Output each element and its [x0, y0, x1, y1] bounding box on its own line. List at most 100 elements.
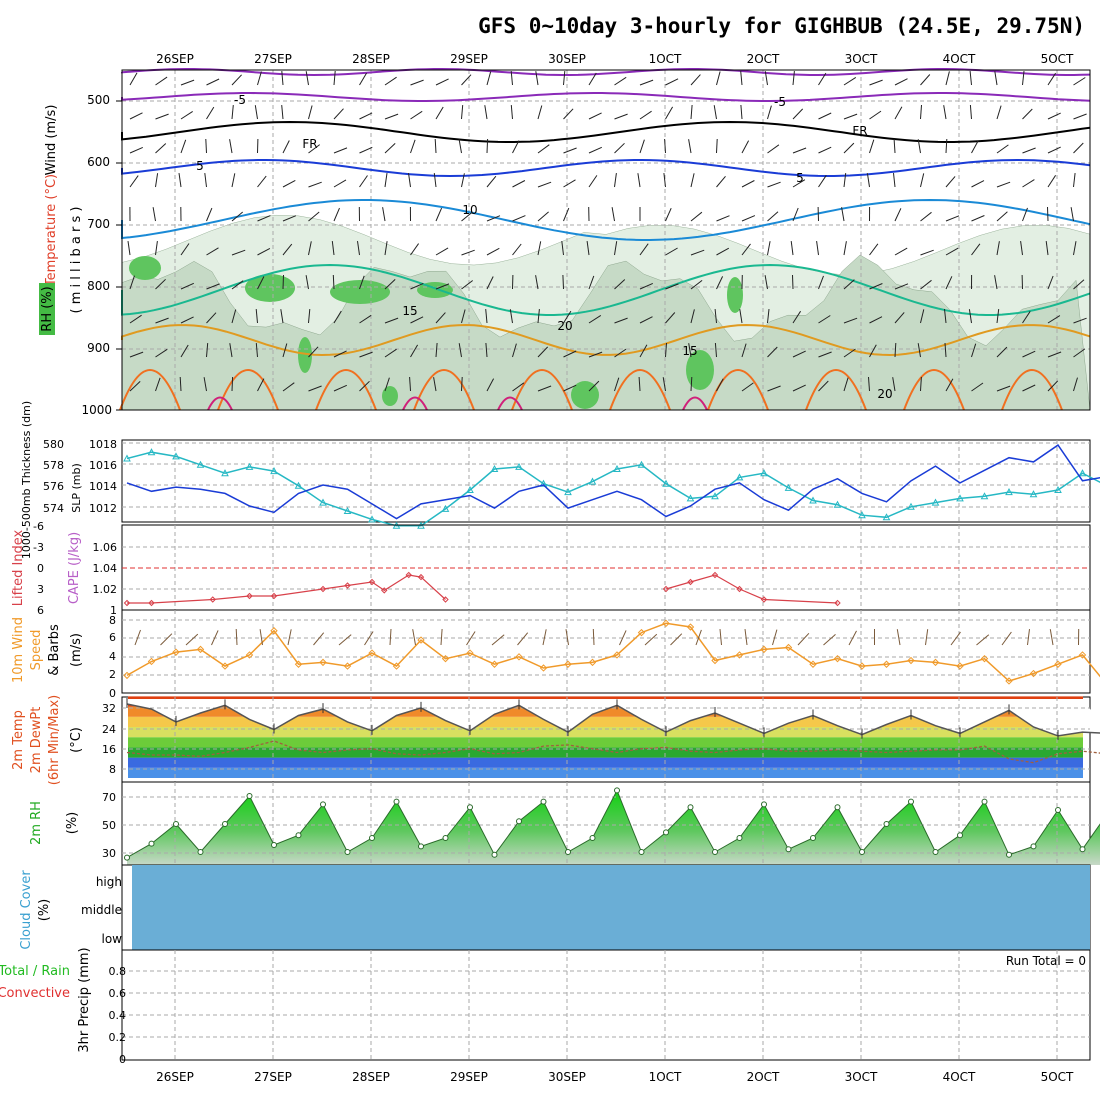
wind-barb-upper: [155, 241, 158, 256]
wind-barb-upper: [206, 78, 220, 86]
wind-barb-upper: [485, 342, 488, 358]
wind-barb-10m: [848, 630, 857, 646]
wind-barb-upper: [1022, 384, 1036, 392]
wind-barb-upper: [231, 105, 234, 120]
wind-barb-upper: [1073, 113, 1087, 120]
cloud-unit: (%): [37, 899, 52, 922]
wind-ylabel-1: 10m Wind: [11, 617, 26, 683]
wind-barb-upper: [841, 207, 845, 222]
wind-barb-upper: [614, 173, 617, 188]
wind-barb-upper: [282, 243, 293, 256]
wind-barb-upper: [333, 147, 348, 154]
rh-point: [932, 849, 939, 855]
wind-barb-upper: [639, 243, 649, 256]
li-tick-m3: -3: [33, 541, 44, 554]
thickness-point: [221, 469, 229, 477]
li-tick-0: 0: [37, 562, 44, 575]
wind-barb-upper: [282, 382, 295, 392]
thickness-point: [539, 479, 548, 487]
p-tick-700: 700: [87, 217, 110, 231]
wind-barb-upper: [563, 384, 577, 392]
wind-barb-upper: [767, 144, 780, 154]
wind-barb-upper: [971, 243, 981, 256]
wind-speed-point: [147, 657, 156, 666]
wind-barb-upper: [308, 309, 311, 324]
lifted-index-point: [417, 573, 425, 581]
wind-barb-10m: [823, 634, 836, 646]
wind-barb-upper: [435, 342, 438, 358]
wind-barb-upper: [206, 343, 209, 358]
wind-barb-upper: [384, 173, 388, 188]
wind-barb-upper: [512, 215, 526, 222]
wind-barb-upper: [893, 138, 896, 154]
precip-tick-02: 0.2: [109, 1031, 127, 1044]
cape-li-panel: -6 -3 0 3 6 1.06 1.04 1.02 1 Lifted Inde…: [11, 520, 1091, 617]
rh-point: [565, 849, 571, 855]
lifted-index-point: [123, 599, 131, 607]
wind-speed-point: [882, 660, 891, 668]
wind-barb-upper: [537, 211, 549, 222]
wind-barb-upper: [155, 377, 161, 392]
temp-ylabel-3: (6hr Min/Max): [47, 695, 62, 785]
wind-barb-upper: [205, 138, 207, 154]
wind-barb-upper: [869, 110, 882, 120]
wind-barb-upper: [384, 76, 397, 86]
upper-ylabel-pressure: ( m i l l i b a r s ): [69, 207, 84, 314]
wind-barb-upper: [792, 274, 794, 290]
wind-barb-upper: [917, 343, 921, 358]
wind-barb-upper: [382, 207, 386, 222]
wind-barb-upper: [308, 144, 321, 154]
wind-barb-upper: [537, 346, 549, 358]
wind-barb-upper: [180, 139, 187, 154]
rh-panel: 70 50 30 2m RH (%): [29, 781, 1100, 866]
wind-speed-point: [662, 619, 670, 628]
wind-barb-upper: [869, 139, 875, 154]
contour-label-7: 15: [402, 304, 417, 318]
wind-barb-upper: [843, 173, 847, 188]
wind-barb-upper: [129, 112, 143, 120]
rh-tick-50: 50: [102, 819, 116, 832]
wind-barb-upper: [588, 146, 603, 154]
thick-tick-574: 574: [43, 502, 64, 515]
rh-point: [222, 821, 228, 827]
wind-barb-upper: [561, 241, 564, 256]
wind-barb-upper: [792, 310, 802, 324]
date-bottom-0: 26SEP: [156, 1070, 194, 1084]
precip-ylabel-2: Convective: [0, 986, 70, 1001]
date-top-7: 3OCT: [845, 52, 878, 66]
wind-speed-point: [294, 660, 303, 668]
wind-barb-upper: [461, 173, 465, 188]
upper-air-panel: -5-5FRFR551015152020 500 600 700 800 900…: [39, 68, 1091, 417]
wind-barb-10m: [670, 633, 683, 646]
wind-barb-upper: [714, 309, 717, 324]
wind-barb-upper: [204, 173, 207, 188]
wind-barb-upper: [1020, 241, 1023, 256]
rh-point: [1030, 843, 1037, 850]
li-tick-6: 6: [37, 604, 44, 617]
wind-barb-upper: [767, 346, 778, 358]
wind-barb-upper: [512, 140, 520, 154]
wind-barb-upper: [537, 181, 552, 188]
wind-barb-upper: [818, 175, 827, 188]
wind-barb-upper: [843, 317, 858, 324]
wind-barb-upper: [486, 175, 497, 188]
temp-contour-10: [121, 198, 1091, 241]
precip-panel: Run Total = 0 0.8 0.6 0.4 0.2 0 Total / …: [0, 947, 1091, 1066]
wind-barb-10m: [644, 633, 658, 646]
slp-tick-1014: 1014: [89, 480, 117, 493]
wind-barb-upper: [129, 275, 135, 290]
thickness-point: [1054, 485, 1062, 493]
thickness-point: [907, 502, 915, 510]
date-bottom-2: 28SEP: [352, 1070, 390, 1084]
wind-barb-upper: [843, 76, 857, 86]
cloud-level-low: low: [102, 932, 123, 946]
wind-barb-upper: [486, 138, 489, 154]
thickness-point: [931, 498, 940, 506]
contour-label-0: -5: [234, 93, 246, 107]
wind-barb-upper: [282, 215, 297, 222]
upper-ylabel-wind: Wind (m/s): [44, 105, 59, 176]
wind-barb-upper: [818, 146, 832, 154]
rh-point: [736, 835, 743, 841]
wind-barb-10m: [134, 629, 141, 646]
cape-tick-106: 1.06: [93, 541, 118, 554]
